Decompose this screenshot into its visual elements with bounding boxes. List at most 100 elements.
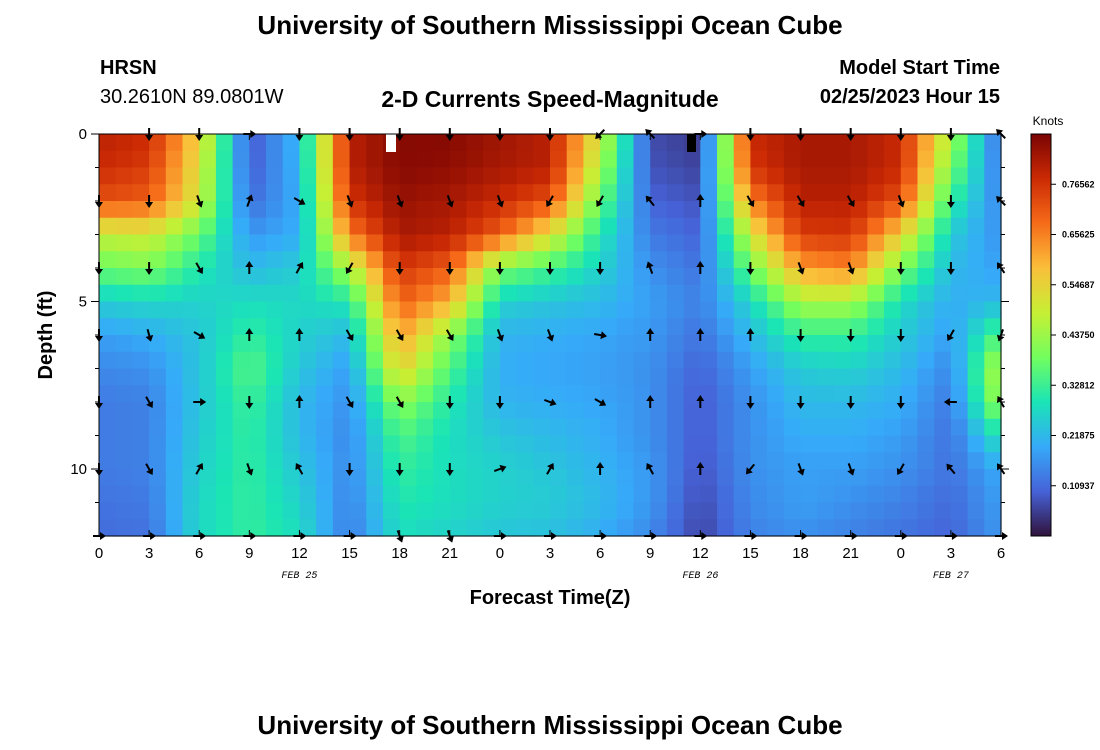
heatmap-cell [416,234,434,252]
heatmap-cell [115,452,133,470]
heatmap-cell [299,485,317,504]
heatmap-cell [950,435,969,453]
heatmap-cell [783,134,802,152]
heatmap-cell [850,485,868,504]
heatmap-cell [433,435,451,453]
current-vector-arrow [896,396,905,409]
heatmap-cell [416,418,434,437]
heatmap-cell [750,435,768,453]
heatmap-cell [700,385,718,403]
heatmap-cell [650,368,668,386]
heatmap-cell [683,301,701,319]
heatmap-cell [650,234,668,252]
heatmap-cell [332,284,351,303]
heatmap-cell [616,418,635,437]
heatmap-cell [733,184,752,202]
heatmap-cell [984,301,1002,319]
heatmap-cell [483,134,501,152]
heatmap-cell [199,519,217,537]
heatmap-cell [850,234,868,252]
heatmap-cell [566,251,584,269]
heatmap-cell [232,167,250,185]
heatmap-cell [516,184,534,202]
heatmap-cell [449,184,468,202]
heatmap-cell [900,351,919,370]
heatmap-cell [683,335,701,353]
heatmap-cell [967,217,985,236]
heatmap-cell [566,150,584,169]
heatmap-cell [550,150,568,169]
x-tick-label: 9 [646,545,654,562]
model-start-label: Model Start Time [839,57,1000,79]
heatmap-cell [650,452,668,470]
heatmap-cell [616,318,635,336]
heatmap-cell [316,251,334,269]
heatmap-cell [833,519,852,537]
heatmap-cell [449,301,468,319]
colorbar-label: Knots [1033,114,1064,128]
heatmap-cell [917,335,935,353]
heatmap-cell [99,485,117,504]
heatmap-cell [349,184,367,202]
heatmap-cell [483,485,501,504]
heatmap-cell [433,134,451,152]
heatmap-cell [767,301,785,319]
heatmap-cell [817,452,835,470]
heatmap-cell [833,469,852,487]
heatmap-cell [449,167,468,185]
heatmap-cell [717,335,735,353]
heatmap-cell [115,469,133,487]
current-vector-arrow [193,331,206,339]
heatmap-cell [399,268,417,286]
current-vector-arrow [646,261,654,274]
heatmap-cell [299,469,317,487]
current-vector-arrow [495,262,504,275]
heatmap-cell [900,452,919,470]
heatmap-cell [600,234,618,252]
heatmap-cell [700,268,718,286]
heatmap-cell [767,335,785,353]
heatmap-cell [817,318,835,336]
heatmap-cell [182,418,200,437]
heatmap-cell [666,335,685,353]
heatmap-cell [332,134,351,152]
current-vector-arrow [546,262,554,275]
current-vector-arrow [445,463,454,476]
heatmap-cell [266,217,284,236]
heatmap-cell [733,368,752,386]
heatmap-cell [132,368,150,386]
heatmap-cell [633,368,651,386]
heatmap-cell [917,284,935,303]
current-vector-arrow [696,328,705,341]
heatmap-cell [149,217,167,236]
heatmap-cell [99,502,117,520]
heatmap-cell [516,150,534,169]
heatmap-cell [449,519,468,537]
heatmap-cell [332,368,351,386]
heatmap-cell [349,418,367,437]
heatmap-cell [967,402,985,420]
heatmap-cell [934,402,952,420]
heatmap-cell [149,368,167,386]
heatmap-cell [149,351,167,370]
heatmap-cell [717,251,735,269]
heatmap-cell [733,351,752,370]
heatmap-cell [149,251,167,269]
heatmap-cell [616,150,635,169]
heatmap-cell [566,385,584,403]
heatmap-cell [199,502,217,520]
heatmap-cell [349,452,367,470]
heatmap-cell [366,234,384,252]
heatmap-cell [266,351,284,370]
heatmap-cell [149,418,167,437]
heatmap-cell [967,301,985,319]
heatmap-cell [249,184,267,202]
heatmap-cell [600,284,618,303]
heatmap-cell [884,469,902,487]
heatmap-cell [299,502,317,520]
heatmap-cell [717,134,735,152]
heatmap-cell [282,134,301,152]
heatmap-cell [750,284,768,303]
heatmap-cell [650,402,668,420]
heatmap-cell [884,217,902,236]
